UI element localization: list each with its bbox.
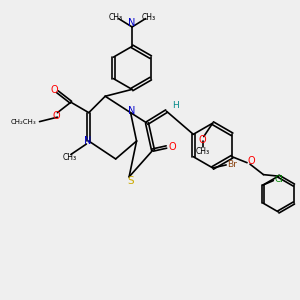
Text: O: O <box>52 111 60 121</box>
Text: O: O <box>169 142 176 152</box>
Text: N: N <box>128 18 136 28</box>
Text: CH₃: CH₃ <box>109 13 123 22</box>
Text: CH₃: CH₃ <box>196 147 210 156</box>
Text: O: O <box>51 85 58 95</box>
Text: H: H <box>172 101 179 110</box>
Text: N: N <box>84 136 91 146</box>
Text: O: O <box>248 156 255 166</box>
Text: Br: Br <box>227 160 237 169</box>
Text: CH₃: CH₃ <box>62 153 76 162</box>
Text: S: S <box>127 176 134 186</box>
Text: N: N <box>128 106 136 116</box>
Text: O: O <box>198 134 206 145</box>
Text: CH₃: CH₃ <box>141 13 156 22</box>
Text: Cl: Cl <box>275 175 284 184</box>
Text: CH₂CH₃: CH₂CH₃ <box>11 118 37 124</box>
